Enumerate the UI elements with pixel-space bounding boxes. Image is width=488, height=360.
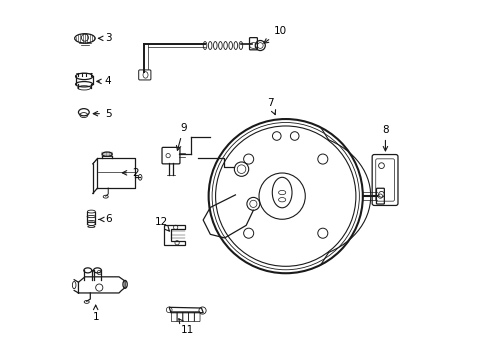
Text: 6: 6 (99, 215, 111, 224)
Text: 5: 5 (93, 109, 111, 119)
Text: 1: 1 (92, 305, 99, 322)
Text: 4: 4 (97, 76, 111, 86)
Text: 9: 9 (176, 123, 186, 150)
Text: 10: 10 (264, 26, 286, 43)
Text: 12: 12 (154, 217, 169, 231)
Text: 3: 3 (99, 33, 111, 43)
Text: 7: 7 (266, 98, 275, 114)
Text: 8: 8 (381, 125, 388, 151)
Text: 11: 11 (179, 319, 193, 335)
Text: 2: 2 (122, 168, 138, 178)
